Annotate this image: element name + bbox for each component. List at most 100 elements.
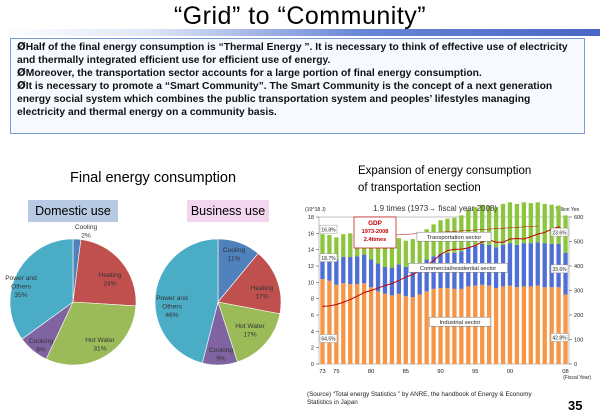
bar-commercial-residential-sector: [563, 253, 567, 295]
pie-slice-value-label: 31%: [93, 346, 106, 353]
bar-commercial-residential-sector: [508, 243, 512, 285]
x-tick-label: 75: [333, 369, 339, 375]
bullet-item: ØIt is necessary to promote a “Smart Com…: [17, 80, 578, 119]
bar-transportation-sector: [466, 210, 470, 248]
bar-transportation-sector: [348, 233, 352, 257]
bar-chart-title-line1: Expansion of energy consumption: [358, 165, 531, 177]
pie-slice-name-label: Heating: [99, 272, 122, 279]
share-label-2008: 23.6%: [552, 230, 567, 236]
bar-industrial-sector: [494, 288, 498, 364]
pie-slice-value-label: 17%: [255, 294, 268, 301]
bar-industrial-sector: [515, 287, 519, 364]
bar-industrial-sector: [522, 286, 526, 364]
bar-industrial-sector: [348, 284, 352, 364]
bullet-item: ØMoreover, the transportation sector acc…: [17, 67, 578, 80]
pie-slice-name-label: Others: [162, 304, 182, 311]
bar-commercial-residential-sector: [334, 259, 338, 284]
x-tick-label: 80: [368, 369, 374, 375]
share-label-2008: 33.6%: [552, 267, 567, 273]
pie-slice-name-label: Heating: [251, 285, 274, 292]
pie-slice-value-label: 46%: [165, 312, 178, 319]
y-tick-label-left: 14: [308, 248, 314, 254]
bar-industrial-sector: [320, 279, 324, 364]
y-tick-label-left: 16: [308, 231, 314, 237]
bar-transportation-sector: [522, 202, 526, 243]
pie-slice-value-label: 17%: [243, 332, 256, 339]
bullet-arrow-icon: Ø: [17, 80, 26, 92]
bar-industrial-sector: [508, 286, 512, 364]
bar-industrial-sector: [369, 287, 373, 364]
bar-transportation-sector: [341, 234, 345, 257]
y-axis-label-left: (10^18 J): [305, 207, 326, 213]
domestic-use-pie-chart: Cooling 2% Heating 24% Hot Water 31% Cooking 8%…: [2, 222, 144, 372]
bar-industrial-sector: [501, 286, 505, 364]
bar-commercial-residential-sector: [355, 256, 359, 284]
bar-commercial-residential-sector: [390, 268, 394, 296]
y-tick-label-left: 4: [311, 329, 314, 335]
pie-slice-name-label: Others: [11, 284, 31, 291]
y-tick-label-left: 8: [311, 297, 314, 303]
bar-transportation-sector: [536, 202, 540, 242]
bullet-item: ØHalf of the final energy consumption is…: [17, 41, 578, 67]
x-axis-label: (Fiscal Year): [563, 375, 591, 381]
slide-title: “Grid” to “Community”: [0, 0, 600, 32]
bar-industrial-sector: [536, 286, 540, 364]
bar-commercial-residential-sector: [543, 243, 547, 287]
growth-multiplier-annotation: 1.9 times (1973→ fiscal year 2008): [373, 204, 497, 213]
bullet-arrow-icon: Ø: [17, 67, 26, 79]
business-use-label: Business use: [187, 200, 269, 222]
bar-industrial-sector: [411, 297, 415, 364]
y-tick-label-left: 12: [308, 264, 314, 270]
bar-industrial-sector: [543, 287, 547, 364]
title-underline-bar: [0, 29, 600, 36]
bar-industrial-sector: [529, 286, 533, 364]
section-title: Final energy consumption: [70, 170, 236, 186]
x-tick-label: 90: [437, 369, 443, 375]
bar-industrial-sector: [404, 296, 408, 364]
bar-transportation-sector: [404, 241, 408, 267]
y-tick-label-right: 400: [574, 264, 583, 270]
bar-transportation-sector: [556, 206, 560, 244]
y-tick-label-right: 0: [574, 362, 577, 368]
gdp-callout-text: 2.4times: [364, 237, 386, 243]
bar-chart-title-line2: of transportation section: [358, 182, 481, 194]
y-tick-label-right: 300: [574, 289, 583, 295]
pie-slice-name-label: Cooling: [75, 224, 98, 231]
gdp-callout-text: GDP: [368, 220, 383, 227]
pie-slice-name-label: Hot Water: [85, 337, 115, 344]
bar-industrial-sector: [383, 294, 387, 364]
sector-label: Commercial/residential sector: [420, 266, 496, 272]
pie-slice-name-label: Cooking: [29, 338, 54, 345]
pie-slice-name-label: Hot Water: [235, 323, 265, 330]
bar-industrial-sector: [563, 295, 567, 364]
pie-slice-value-label: 2%: [81, 233, 91, 240]
bullet-text: Moreover, the transportation sector acco…: [26, 68, 482, 79]
bar-commercial-residential-sector: [515, 245, 519, 287]
y-tick-label-right: 100: [574, 338, 583, 344]
bar-transportation-sector: [320, 234, 324, 255]
bar-commercial-residential-sector: [397, 264, 401, 293]
bar-commercial-residential-sector: [369, 259, 373, 287]
bar-industrial-sector: [556, 287, 560, 364]
bar-transportation-sector: [327, 235, 331, 256]
bar-transportation-sector: [508, 202, 512, 243]
y-tick-label-right: 200: [574, 313, 583, 319]
bar-commercial-residential-sector: [383, 267, 387, 294]
x-tick-label: 73: [319, 369, 325, 375]
share-label-2008: 42.8%: [552, 336, 567, 342]
x-tick-label: 85: [403, 369, 409, 375]
pie-slice-name-label: Cooking: [209, 347, 234, 354]
bullet-text: Half of the final energy consumption is …: [17, 42, 568, 66]
domestic-use-label: Domestic use: [28, 200, 118, 222]
share-label-1973: 16.8%: [321, 227, 336, 233]
pie-slice-name-label: Power and: [156, 295, 188, 302]
bar-commercial-residential-sector: [529, 243, 533, 286]
sector-label: Industrial sector: [440, 320, 481, 326]
pie-slice-name-label: Power and: [5, 275, 37, 282]
pie-slice-value-label: 11%: [228, 256, 241, 263]
bar-transportation-sector: [397, 238, 401, 264]
bar-industrial-sector: [327, 281, 331, 364]
bar-industrial-sector: [397, 294, 401, 364]
bar-commercial-residential-sector: [536, 242, 540, 285]
source-note: (Source) “Total energy Statistics ” by A…: [307, 391, 547, 407]
